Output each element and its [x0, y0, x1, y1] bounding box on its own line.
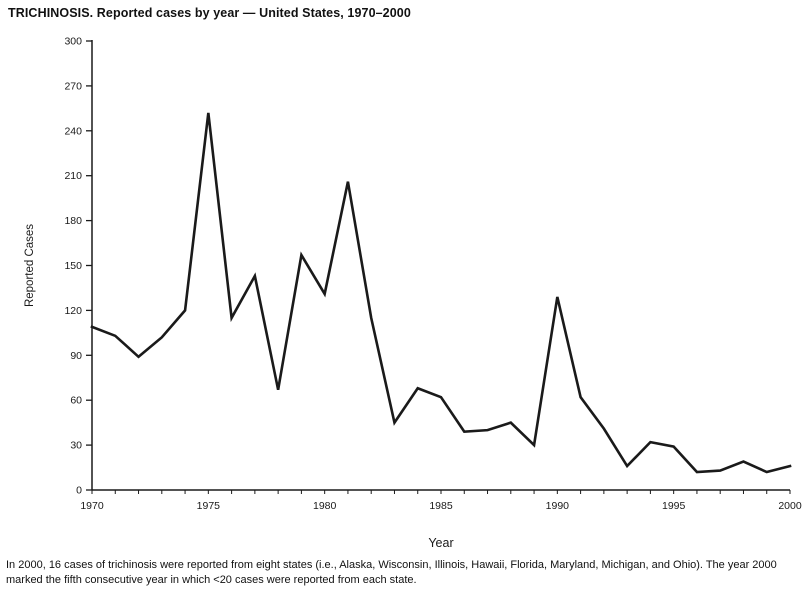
x-tick-label: 1995 [662, 500, 686, 512]
y-tick-label: 270 [64, 80, 82, 92]
x-tick-label: 1975 [197, 500, 221, 512]
x-tick-label: 1990 [546, 500, 570, 512]
y-tick-label: 300 [64, 36, 82, 48]
y-tick-label: 0 [76, 485, 82, 497]
x-tick-label: 1985 [429, 500, 453, 512]
x-tick-label: 1980 [313, 500, 337, 512]
x-tick-label: 1970 [80, 500, 104, 512]
y-tick-label: 120 [64, 305, 82, 317]
data-series-line [90, 112, 792, 474]
y-tick-label: 180 [64, 215, 82, 227]
y-axis-title: Reported Cases [24, 224, 36, 307]
x-tick-label: 2000 [778, 500, 802, 512]
y-tick-label: 210 [64, 170, 82, 182]
y-tick-label: 240 [64, 125, 82, 137]
y-tick-label: 90 [70, 350, 82, 362]
y-tick-label: 30 [70, 440, 82, 452]
line-chart: 0 30 60 90 120 150 180 210 240 270 300 1970 1975 1980… [24, 36, 802, 551]
chart-title: TRICHINOSIS. Reported cases by year — Un… [8, 6, 411, 20]
footnote: In 2000, 16 cases of trichinosis were re… [6, 559, 777, 586]
y-tick-label: 60 [70, 395, 82, 407]
x-axis-title: Year [428, 536, 453, 550]
y-tick-label: 150 [64, 260, 82, 272]
